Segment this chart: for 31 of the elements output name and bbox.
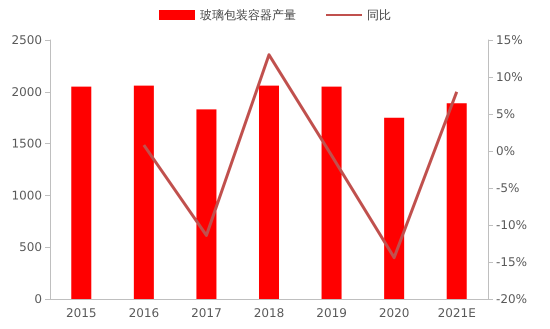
bar <box>384 118 404 299</box>
x-tick-label: 2019 <box>316 306 347 320</box>
x-tick-label: 2017 <box>191 306 222 320</box>
bar <box>258 86 280 299</box>
y2-tick-label: 0% <box>496 144 516 158</box>
y2-tick-label: -10% <box>496 218 528 232</box>
legend-label: 同比 <box>367 8 391 22</box>
bar <box>134 86 154 299</box>
y-tick-label: 0 <box>34 292 42 306</box>
y2-tick-label: 5% <box>496 107 516 121</box>
bar <box>322 86 342 299</box>
y2-tick-label: -5% <box>496 181 520 195</box>
line-series <box>142 53 458 260</box>
y-tick-label: 2000 <box>11 84 42 99</box>
legend-label: 玻璃包装容器产量 <box>200 8 296 22</box>
y-tick-label: 2500 <box>11 33 42 47</box>
x-tick-label: 2021E <box>438 306 476 320</box>
y2-tick-label: -20% <box>496 292 528 306</box>
y2-tick-label: 15% <box>496 33 523 47</box>
x-tick-label: 2016 <box>128 306 160 320</box>
bar <box>446 103 467 299</box>
x-tick-label: 2020 <box>378 306 410 320</box>
y-tick-label: 1000 <box>11 188 42 202</box>
y2-tick-label: 10% <box>496 70 523 84</box>
y-tick-label: 1500 <box>11 136 42 151</box>
y-tick-label: 500 <box>19 240 42 254</box>
bar <box>71 86 92 299</box>
x-tick-label: 2018 <box>254 306 284 320</box>
bar <box>196 109 216 299</box>
x-tick-label: 2015 <box>66 306 97 320</box>
y2-tick-label: -15% <box>496 255 528 269</box>
